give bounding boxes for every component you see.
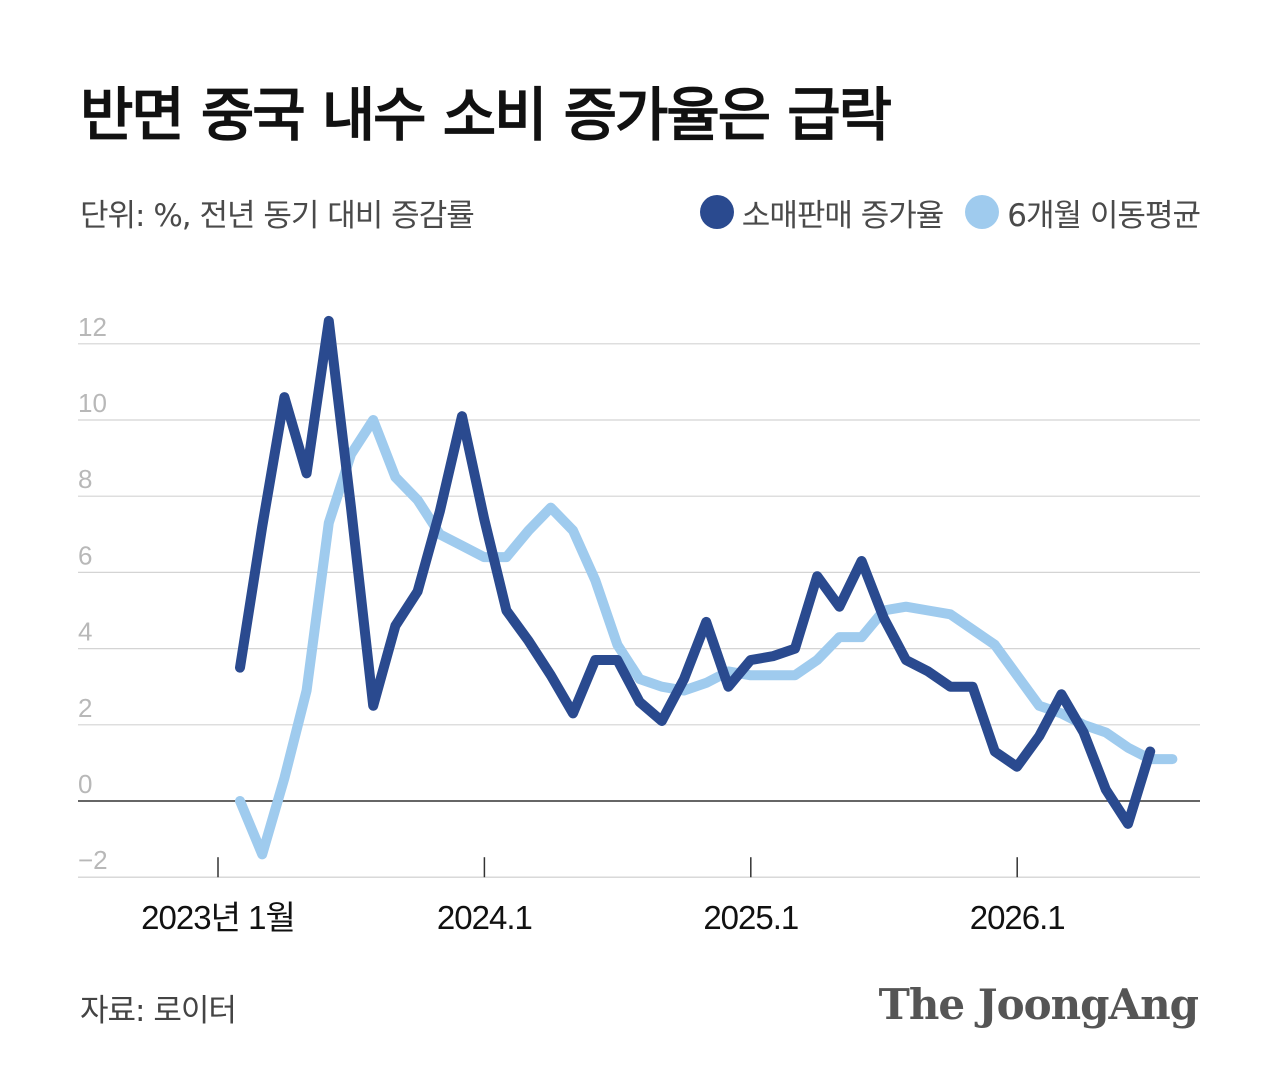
chart-title: 반면 중국 내수 소비 증가율은 급락 [80, 81, 892, 149]
legend-item-retail-sales: 소매판매 증가율 [699, 190, 944, 235]
source-label: 자료: 로이터 [80, 993, 237, 1029]
series-line-moving-average [235, 415, 1178, 860]
legend-item-moving-average: 6개월 이동평균 [965, 190, 1201, 235]
x-tick-label: 2024.1 [437, 899, 532, 936]
publisher-logo: The JoongAng [878, 980, 1199, 1029]
y-tick-label: 2 [78, 693, 92, 723]
legend-label-retail-sales: 소매판매 증가율 [741, 197, 944, 234]
y-tick-label: 10 [78, 388, 107, 418]
y-tick-label: 12 [78, 312, 107, 342]
series-line-retail-sales [235, 315, 1156, 829]
unit-label: 단위: %, 전년 동기 대비 증감률 [80, 197, 475, 234]
legend-label-moving-average: 6개월 이동평균 [1007, 197, 1201, 234]
x-tick-label: 2026.1 [970, 899, 1065, 936]
y-tick-label: 6 [78, 540, 92, 570]
legend-dot-moving-average-icon [965, 195, 1000, 229]
y-tick-label: 8 [78, 464, 92, 494]
line-chart: −2 0 2 4 6 8 10 12 2023년 1월 2024.1 2025.1 2026.1 [78, 312, 1200, 936]
legend-dot-retail-sales-icon [699, 195, 734, 229]
legend: 소매판매 증가율 6개월 이동평균 [678, 190, 1201, 235]
y-tick-label: −2 [78, 845, 108, 875]
x-axis: 2023년 1월 2024.1 2025.1 2026.1 [78, 857, 1200, 936]
y-tick-label: 4 [78, 617, 92, 647]
x-tick-label: 2025.1 [703, 899, 798, 936]
x-tick-label: 2023년 1월 [141, 899, 295, 936]
series-layer [235, 315, 1178, 860]
y-tick-label: 0 [78, 769, 92, 799]
subtitle-row: 단위: %, 전년 동기 대비 증감률 소매판매 증가율 6개월 이동평균 [80, 186, 1201, 238]
y-tick-labels: −2 0 2 4 6 8 10 12 [78, 312, 108, 875]
